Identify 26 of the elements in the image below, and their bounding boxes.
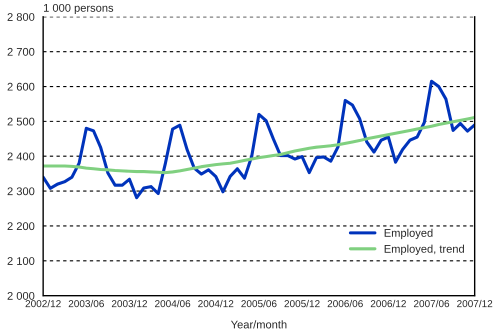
- y-axis-title: 1 000 persons: [44, 4, 114, 14]
- y-tick-label: 2 000: [8, 292, 34, 300]
- y-tick-label: 2 100: [8, 257, 34, 265]
- x-tick-label: 2004/06: [155, 300, 190, 308]
- x-tick-label: 2005/06: [241, 300, 277, 308]
- y-tick-label: 2 800: [8, 13, 34, 21]
- legend-label: Employed, trend: [384, 244, 464, 256]
- x-axis-title: Year/month: [230, 320, 286, 328]
- x-tick-label: 2003/06: [68, 300, 104, 308]
- y-tick-label: 2 600: [8, 82, 34, 91]
- x-tick-label: 2002/12: [26, 300, 61, 308]
- x-tick-label: 2006/12: [370, 300, 406, 308]
- legend-label: Employed: [384, 228, 432, 240]
- y-tick-label: 2 700: [8, 48, 34, 56]
- x-tick-label: 2007/12: [457, 300, 492, 308]
- y-tick-label: 2 400: [8, 152, 34, 160]
- line-series: [43, 116, 475, 174]
- y-tick-label: 2 200: [8, 222, 34, 230]
- x-tick-label: 2007/06: [414, 300, 450, 308]
- x-tick-label: 2004/12: [198, 300, 234, 308]
- y-tick-label: 2 500: [8, 118, 34, 126]
- x-tick-label: 2003/12: [112, 300, 148, 308]
- x-tick-label: 2005/12: [284, 300, 320, 308]
- line-series: [43, 80, 475, 200]
- x-tick-label: 2006/06: [328, 300, 363, 308]
- y-tick-label: 2 300: [8, 187, 34, 196]
